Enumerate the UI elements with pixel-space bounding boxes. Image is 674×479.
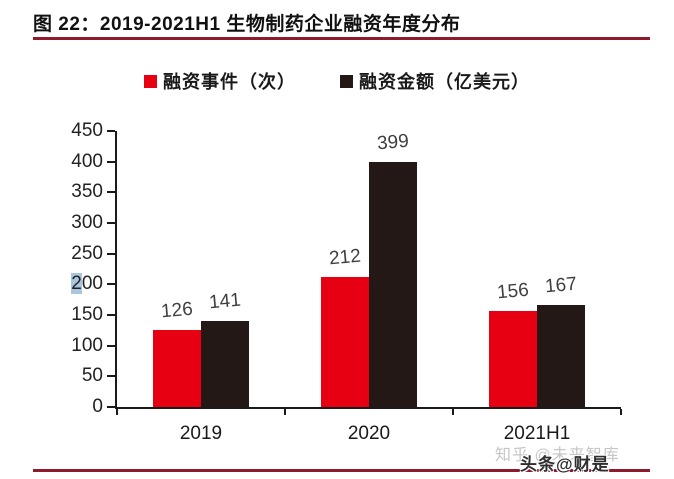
- bar-融资金额（亿美元）-2020: [369, 162, 417, 407]
- bar-value-label: 167: [544, 273, 578, 297]
- watermark-zhihu: 知乎 @未来智库: [495, 447, 620, 464]
- y-tick-label: 50: [81, 365, 103, 387]
- watermark-toutiao: 头条@财是: [520, 455, 610, 474]
- figure-title: 图 22：2019-2021H1 生物制药企业融资年度分布: [33, 14, 461, 35]
- y-tick: [107, 314, 115, 316]
- y-tick-label: 150: [71, 304, 103, 325]
- bar-value-label: 212: [328, 245, 362, 270]
- y-tick: [107, 344, 115, 347]
- y-tick-label: 0: [92, 396, 103, 417]
- x-category-label: 2020: [347, 423, 391, 444]
- y-tick-label: 300: [71, 212, 103, 233]
- x-tick: [452, 409, 454, 415]
- bar-融资事件（次）-2019: [153, 329, 201, 407]
- x-tick: [116, 409, 118, 415]
- x-category-label: 2019: [179, 423, 223, 444]
- y-tick: [107, 222, 115, 224]
- bar-融资事件（次）-2020: [321, 276, 369, 407]
- x-tick: [284, 409, 286, 415]
- legend-label-financing-events: 融资事件（次）: [163, 72, 296, 92]
- y-tick-label: 350: [71, 181, 103, 203]
- title-underline: [33, 37, 650, 40]
- bar-融资金额（亿美元）-2021H1: [537, 304, 585, 407]
- legend-swatch-black: [340, 74, 353, 88]
- y-tick-label: 100: [71, 334, 103, 356]
- chart-legend: 融资事件（次） 融资金额（亿美元）: [0, 66, 674, 96]
- y-tick-label: 250: [71, 242, 103, 264]
- y-tick: [107, 160, 115, 163]
- y-axis-line: [115, 131, 117, 409]
- y-tick: [107, 191, 115, 194]
- legend-item-financing-amount: 融资金额（亿美元）: [340, 68, 530, 94]
- y-tick-label: 400: [71, 150, 103, 172]
- bar-value-label: 399: [376, 130, 410, 155]
- bar-value-label: 141: [208, 289, 242, 313]
- y-tick: [107, 406, 115, 408]
- x-axis-line: [115, 407, 621, 409]
- x-category-label: 2021H1: [503, 423, 571, 444]
- bottom-rule: [33, 469, 650, 472]
- y-tick-label: 200: [71, 273, 103, 295]
- y-tick: [107, 375, 115, 378]
- y-tick: [107, 130, 115, 132]
- legend-label-financing-amount: 融资金额（亿美元）: [359, 72, 530, 92]
- x-tick: [620, 409, 622, 415]
- bar-融资金额（亿美元）-2019: [201, 320, 249, 407]
- y-tick-label: 450: [71, 120, 103, 141]
- bar-融资事件（次）-2021H1: [489, 311, 537, 407]
- legend-item-financing-events: 融资事件（次）: [144, 68, 296, 94]
- legend-swatch-red: [144, 74, 157, 88]
- y-tick: [107, 252, 115, 255]
- y-tick: [107, 283, 115, 286]
